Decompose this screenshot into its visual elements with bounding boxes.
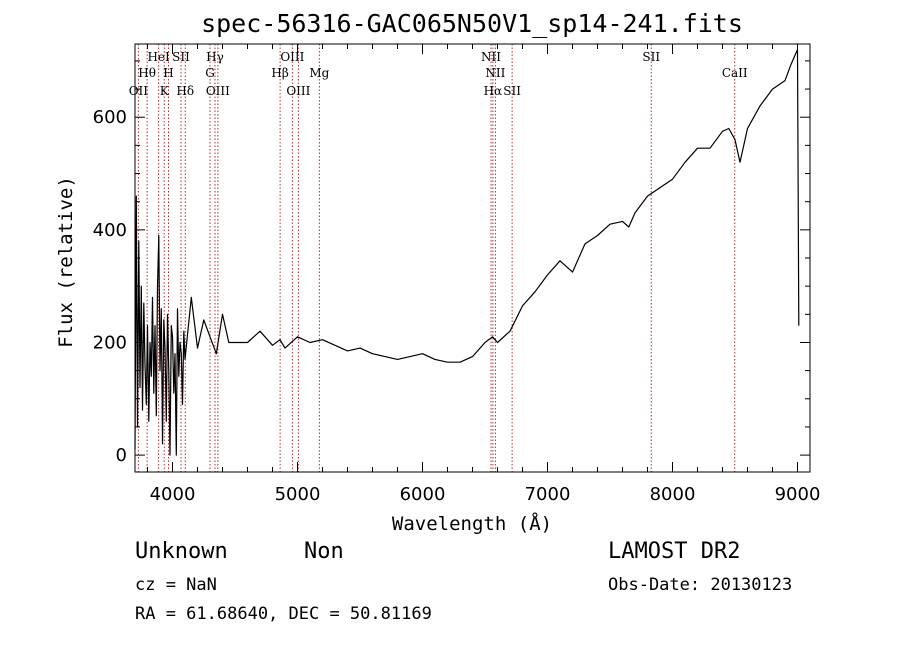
- y-tick-label: 200: [93, 332, 127, 353]
- line-label-hθ: Hθ: [138, 66, 156, 80]
- redshift-cz: cz = NaN: [135, 575, 217, 595]
- line-label-nii: NII: [481, 50, 501, 64]
- y-tick-label: 400: [93, 220, 127, 241]
- line-label-oiii: OIII: [286, 84, 310, 98]
- line-label-hγ: Hγ: [206, 50, 224, 64]
- chart-title: spec-56316-GAC065N50V1_sp14-241.fits: [201, 9, 743, 38]
- spectral-line-labels: OII Hθ HeI KH SII Hδ G Hγ OIII Hβ OIII OIII Mg NII Hα N…: [129, 50, 748, 98]
- x-tick-label: 7000: [525, 484, 571, 505]
- line-label-hα: Hα: [484, 84, 503, 98]
- y-axis-ticks: 0 200 400 600: [93, 60, 810, 466]
- object-class: Unknown: [135, 539, 228, 564]
- line-label-g: G: [205, 66, 215, 80]
- survey-name: LAMOST DR2: [608, 539, 740, 564]
- line-label-oiii: OIII: [280, 50, 304, 64]
- line-label-mg: Mg: [309, 66, 329, 80]
- observation-date: Obs-Date: 20130123: [608, 575, 792, 595]
- x-tick-label: 9000: [775, 484, 821, 505]
- line-label-caii: CaII: [722, 66, 748, 80]
- line-label-hei: HeI: [147, 50, 170, 64]
- x-axis-ticks: 4000 5000 6000 7000 8000 9000: [147, 44, 821, 505]
- x-tick-label: 6000: [400, 484, 446, 505]
- line-label-oii: OII: [129, 84, 149, 98]
- line-label-oiii: OIII: [206, 84, 230, 98]
- y-axis-label: Flux (relative): [55, 176, 77, 348]
- line-label-sii: SII: [642, 50, 660, 64]
- x-tick-label: 5000: [275, 484, 321, 505]
- line-label-sii: SII: [503, 84, 521, 98]
- line-label-nii: NII: [485, 66, 505, 80]
- sky-coordinates: RA = 61.68640, DEC = 50.81169: [135, 604, 432, 624]
- object-subclass: Non: [304, 539, 344, 564]
- spectral-line-markers: [137, 44, 736, 472]
- line-label-hδ: Hδ: [176, 84, 194, 98]
- y-tick-label: 600: [93, 107, 127, 128]
- line-label-h: H: [163, 66, 173, 80]
- x-axis-label: Wavelength (Å): [392, 512, 552, 535]
- x-tick-label: 8000: [650, 484, 696, 505]
- line-label-hβ: Hβ: [271, 66, 288, 80]
- line-label-k: K: [160, 84, 170, 98]
- line-label-sii: SII: [172, 50, 190, 64]
- spectrum-line: [134, 48, 800, 456]
- x-tick-label: 4000: [150, 484, 196, 505]
- y-tick-label: 0: [116, 445, 127, 466]
- spectrum-series: [134, 48, 800, 456]
